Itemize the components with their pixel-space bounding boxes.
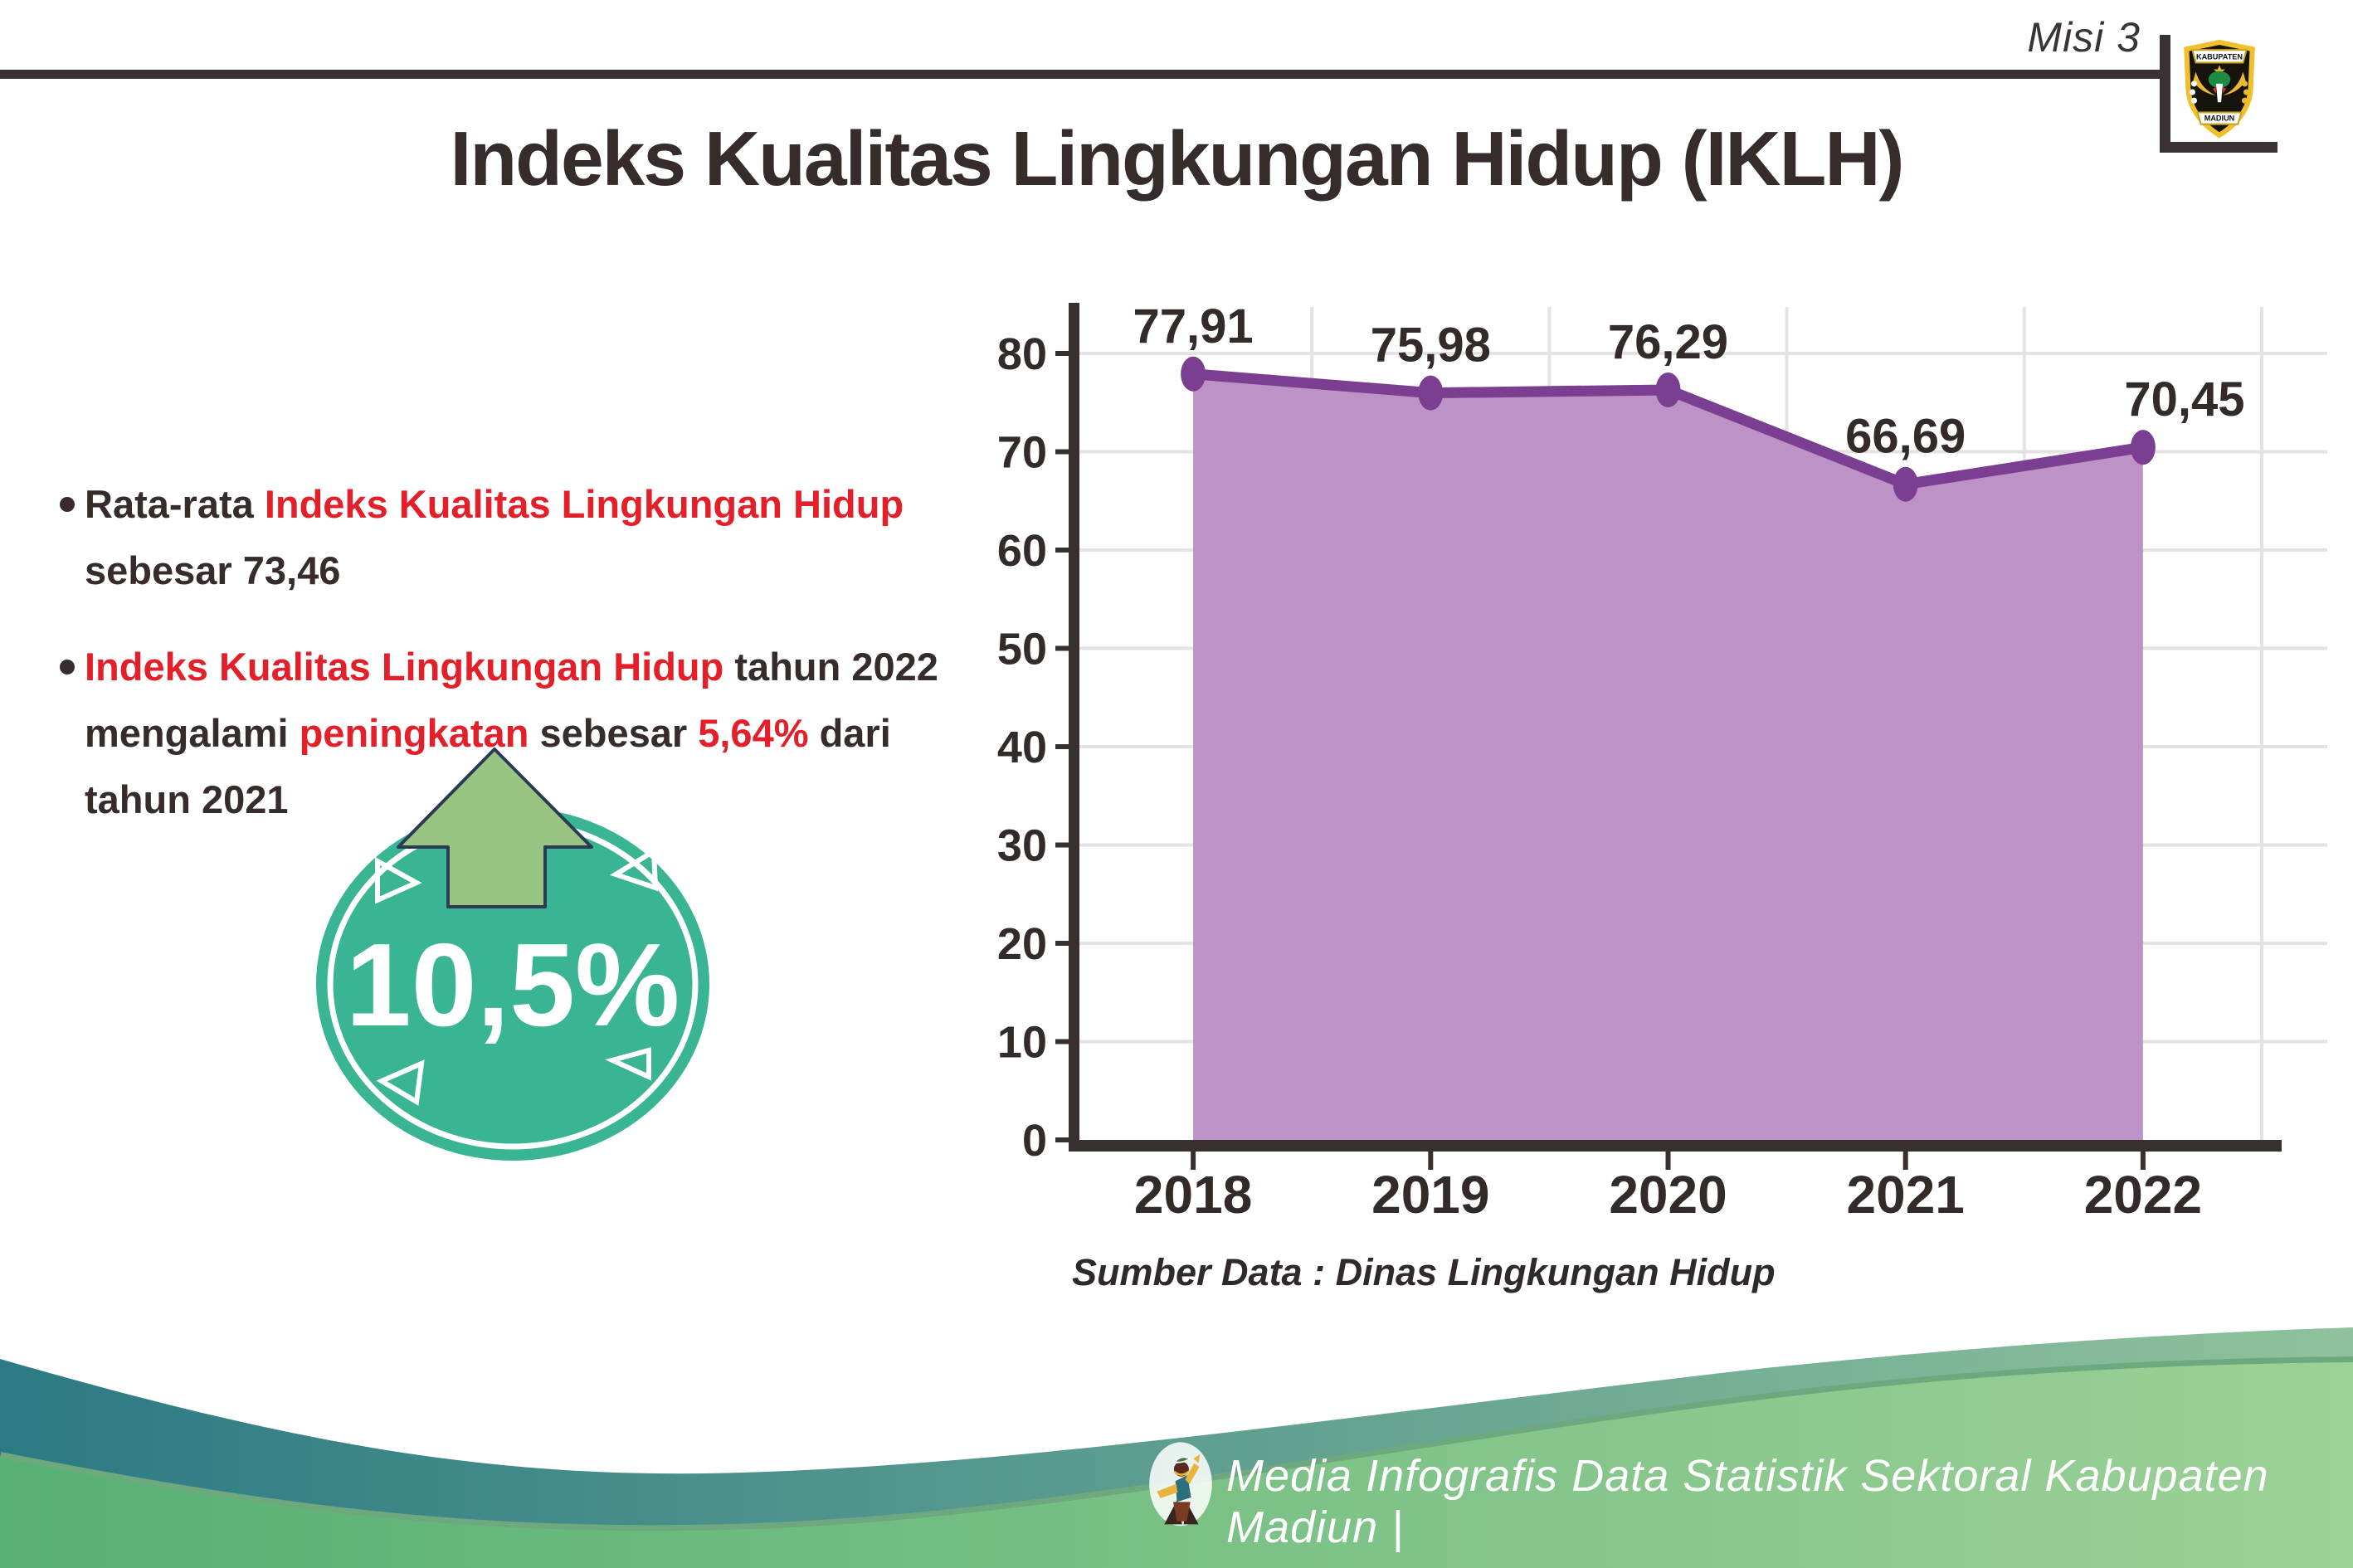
y-tick-label: 80: [997, 329, 1047, 379]
bullet2-line2e: dari: [808, 711, 891, 755]
logo-left-wing-icon: [2193, 71, 2216, 96]
x-tick: [1665, 1152, 1671, 1170]
bullet1-lead: Rata-rata: [85, 482, 265, 526]
logo-wheat-icon: [2243, 89, 2250, 95]
page-title: Indeks Kualitas Lingkungan Hidup (IKLH): [450, 115, 1904, 202]
kabupaten-madiun-logo: KABUPATEN MADIUN: [2184, 40, 2255, 139]
logo-wheat-icon: [2241, 80, 2248, 87]
logo-red-accent-right: [2223, 86, 2227, 95]
data-label: 76,29: [1608, 315, 1728, 369]
bullet-dot-icon: [60, 497, 75, 512]
logo-bottom-text: MADIUN: [2204, 114, 2235, 123]
mascot-arm: [1157, 1483, 1178, 1498]
x-tick: [1902, 1152, 1908, 1170]
logo-right-wing-icon: [2223, 71, 2246, 96]
x-tick: [1428, 1152, 1434, 1170]
data-point: [1181, 356, 1206, 392]
y-tick-label: 30: [997, 821, 1047, 871]
badge-spark-icon: [605, 1047, 651, 1081]
mascot-hand-flag: [1193, 1454, 1201, 1463]
x-tick: [2140, 1152, 2146, 1170]
data-point: [1893, 466, 1918, 502]
data-label: 66,69: [1845, 410, 1966, 464]
insight-bullet-2: Indeks Kualitas Lingkungan Hidup tahun 2…: [60, 634, 972, 833]
logo-bottom-ribbon: [2196, 111, 2243, 125]
up-arrow-icon: [397, 747, 593, 908]
bullet2-line2d: 5,64%: [698, 711, 809, 755]
logo-tree-icon: [2208, 71, 2231, 88]
y-tick-label: 40: [997, 723, 1047, 772]
source-note: Sumber Data : Dinas Lingkungan Hidup: [1072, 1251, 1776, 1293]
logo-cotton-icon: [2190, 80, 2198, 87]
misi-label: Misi 3: [2027, 14, 2141, 61]
year-label: 2018: [1134, 1165, 1252, 1225]
x-axis: [1069, 1140, 2282, 1152]
bullet2-line2a: mengalami: [85, 711, 300, 755]
y-axis: [1069, 303, 1079, 1152]
year-label: 2020: [1609, 1165, 1727, 1225]
data-label: 75,98: [1371, 319, 1491, 373]
footer-credit: Media Infografis Data Statistik Sektoral…: [1226, 1451, 2269, 1552]
mascot-sash: [1175, 1475, 1191, 1502]
y-tick: [1055, 842, 1069, 848]
badge-spark-icon: [375, 856, 422, 904]
y-tick: [1055, 1039, 1069, 1045]
logo-wheat-icon: [2241, 97, 2248, 104]
data-point: [2130, 430, 2156, 465]
bullet2-after: tahun 2022: [723, 645, 938, 689]
data-point: [1418, 375, 1444, 411]
badge-circle: [316, 807, 709, 1161]
top-rule: [0, 70, 2163, 79]
badge-value: 10,5%: [346, 919, 680, 1051]
mascot-leaf-hat: [1173, 1456, 1191, 1463]
bullet1-highlight: Indeks Kualitas Lingkungan Hidup: [264, 482, 904, 526]
area-series: [1193, 373, 2143, 1141]
y-tick-label: 60: [997, 526, 1047, 576]
badge-spark-icon: [376, 1059, 425, 1106]
data-label: 70,45: [2124, 373, 2244, 426]
y-tick-label: 10: [997, 1018, 1047, 1068]
logo-cotton-icon: [2190, 97, 2198, 104]
bullet2-line3: tahun 2021: [85, 777, 289, 821]
y-tick: [1055, 1137, 1069, 1142]
year-label: 2022: [2084, 1165, 2202, 1225]
y-tick-label: 70: [997, 428, 1047, 478]
x-tick: [1191, 1152, 1196, 1170]
increase-badge: 10,5%: [316, 747, 709, 1161]
year-label: 2021: [1847, 1165, 1965, 1225]
y-tick-label: 50: [997, 625, 1047, 674]
iklh-area-chart: 0 10 20 30 40 50 60 70 80 2018 2019 2020 2021 2022 77,…: [997, 299, 2327, 1225]
y-tick: [1055, 449, 1069, 455]
bullet-dot-icon: [60, 660, 75, 674]
y-tick: [1055, 548, 1069, 553]
bullet2-highlight: Indeks Kualitas Lingkungan Hidup: [85, 645, 724, 689]
y-tick: [1055, 941, 1069, 946]
logo-corner-bracket-bottom: [2160, 142, 2277, 153]
green-wave: [0, 1362, 2353, 1568]
bullet2-line2c: sebesar: [529, 711, 699, 755]
insight-bullet-1: Rata-rata Indeks Kualitas Lingkungan Hid…: [60, 471, 972, 604]
y-tick: [1055, 645, 1069, 651]
mascot-arm: [1185, 1463, 1200, 1484]
year-label: 2019: [1371, 1165, 1489, 1225]
logo-corner-bracket: [2160, 35, 2170, 153]
logo-kris-icon: [2215, 83, 2224, 103]
badge-spark-icon: [609, 846, 659, 892]
bullet2-line2b: peningkatan: [299, 711, 529, 755]
y-tick-label: 0: [1022, 1116, 1047, 1166]
y-tick-label: 20: [997, 919, 1047, 969]
data-point: [1655, 372, 1681, 407]
y-tick: [1055, 744, 1069, 749]
mascot-skirt: [1173, 1502, 1191, 1522]
logo-cotton-icon: [2189, 89, 2196, 95]
logo-red-accent-left: [2212, 86, 2216, 95]
y-tick: [1055, 351, 1069, 356]
logo-top-text: KABUPATEN: [2196, 52, 2243, 61]
mascot-face: [1174, 1470, 1188, 1476]
logo-top-ribbon: [2191, 49, 2248, 64]
mascot-icon: [1149, 1442, 1212, 1527]
bullet1-line2: sebesar 73,46: [85, 548, 341, 592]
insight-list: Rata-rata Indeks Kualitas Lingkungan Hid…: [60, 471, 972, 833]
data-label: 77,91: [1133, 299, 1254, 353]
